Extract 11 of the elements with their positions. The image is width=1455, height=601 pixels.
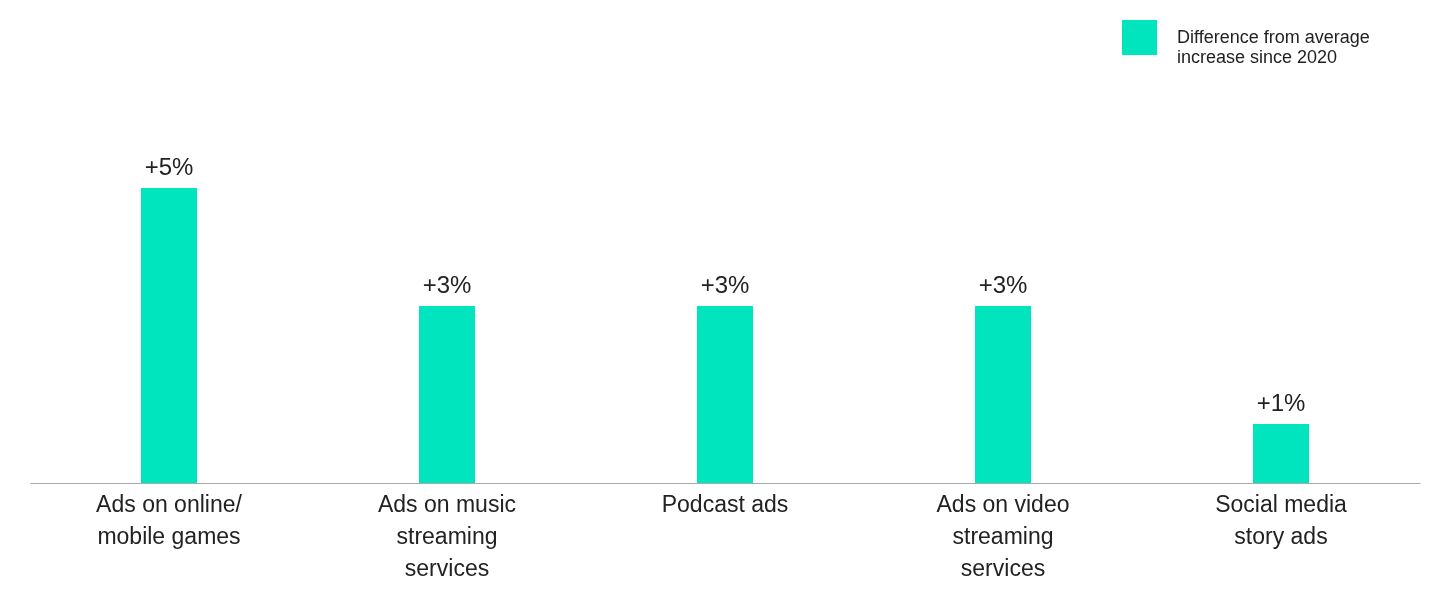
data-label: +5% <box>144 153 194 180</box>
data-label: +3% <box>978 271 1028 298</box>
data-label: +1% <box>1256 389 1306 416</box>
x-tick-label: Social media story ads <box>1215 490 1348 549</box>
data-label: +3% <box>700 271 750 298</box>
x-tick-label: Ads on video streaming services <box>936 490 1070 581</box>
x-tick-label: Ads on online/ mobile games <box>96 490 243 549</box>
legend-label: Difference from average increase since 2020 <box>1177 26 1370 67</box>
x-tick-label: Podcast ads <box>661 490 789 517</box>
x-tick-label: Ads on music streaming services <box>377 490 517 581</box>
data-label: +3% <box>422 271 472 298</box>
